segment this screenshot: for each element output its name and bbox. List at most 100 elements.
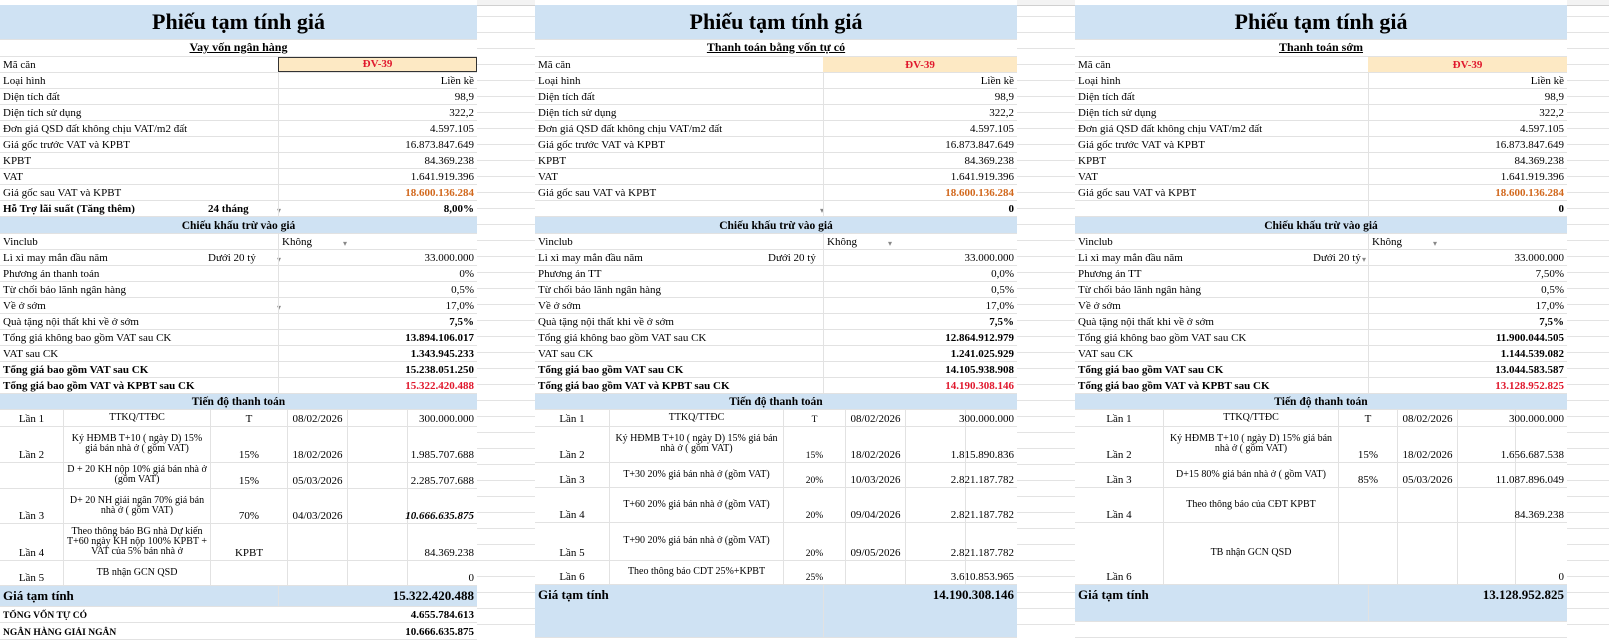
blank-cell	[347, 489, 407, 523]
payment-stage: Lần 1	[18, 413, 45, 425]
info-value: 1.641.919.396	[823, 169, 1017, 184]
dropdown-arrow-icon[interactable]: ▾	[1361, 255, 1366, 264]
payment-amount: 0	[1515, 523, 1567, 584]
info-label: Diện tích sử dụng	[1078, 107, 1157, 119]
info-row: VAT 1.641.919.396	[0, 169, 477, 185]
quote-panel: Phiếu tạm tính giá Thanh toán bằng vốn tự…	[535, 0, 1017, 640]
info-label: Giá gốc sau VAT và KPBT	[3, 187, 122, 199]
dropdown-arrow-icon[interactable]: ▾	[1432, 239, 1437, 248]
payment-date: 08/02/2026	[845, 410, 905, 426]
info-row: VAT 1.641.919.396	[535, 169, 1017, 185]
discount-label: VAT sau CK	[538, 348, 594, 360]
info-row: Giá gốc sau VAT và KPBT 18.600.136.284	[1075, 185, 1567, 201]
lucky-money-select[interactable]: Dưới 20 tỷ	[768, 252, 816, 264]
payment-description: Ký HĐMB T+10 ( ngày D) 15% giá bán nhà ở…	[609, 427, 783, 462]
discount-row: Lì xì may mắn đầu năm Dưới 20 tỷ 33.000.00…	[535, 250, 1017, 266]
info-label: Diện tích đất	[1078, 91, 1135, 103]
payment-row: Lần 6 TB nhận GCN QSD 0	[1075, 523, 1567, 585]
payment-row: Lần 4 T+60 20% giá bán nhà ở (gồm VAT) 20%…	[535, 488, 1017, 523]
dropdown-arrow-icon[interactable]: ▾	[887, 239, 892, 248]
payment-percent	[210, 561, 287, 585]
discount-row: Lì xì may mắn đầu năm Dưới 20 tỷ ▾ 33.000.0…	[0, 250, 477, 266]
unit-code-input[interactable]: ĐV-39	[823, 57, 1017, 72]
info-label: Diện tích đất	[538, 91, 595, 103]
info-value: 98,9	[1368, 89, 1567, 104]
lucky-money-select[interactable]: Dưới 20 tỷ	[208, 252, 256, 264]
discount-label: Quà tặng nội thất khi về ở sớm	[538, 316, 674, 328]
blank-cell	[905, 488, 965, 522]
payment-percent: 70%	[210, 489, 287, 523]
interest-support-select[interactable]: 24 tháng	[208, 203, 249, 215]
dropdown-arrow-icon[interactable]: ▾	[819, 206, 824, 215]
unit-code-input[interactable]: ĐV-39	[1368, 57, 1567, 72]
page-title: Phiếu tạm tính giá	[0, 5, 477, 39]
dropdown-arrow-icon[interactable]: ▾	[342, 239, 347, 248]
payment-amount: 1.656.687.538	[1501, 427, 1567, 462]
payment-stage: Lần 4	[18, 547, 45, 559]
payment-row: Lần 1 TTKQ/TTĐC T 08/02/2026 300.000.000	[0, 410, 477, 427]
payment-percent: 85%	[1338, 463, 1397, 487]
info-label: Giá gốc trước VAT và KPBT	[1078, 139, 1205, 151]
discount-row: Tổng giá không bao gồm VAT sau CK 11.900.…	[1075, 330, 1567, 346]
info-row: Loại hình Liền kề	[1075, 73, 1567, 89]
payment-date	[1397, 488, 1457, 522]
info-label: Loại hình	[3, 75, 46, 87]
info-row: Mã căn ĐV-39	[0, 57, 477, 73]
interest-support-label	[1075, 201, 1310, 216]
payment-stage: Lần 6	[559, 571, 585, 583]
discount-value: 33.000.000	[278, 250, 477, 265]
payment-description: Ký HĐMB T+10 ( ngày D) 15% giá bán nhà ở…	[1163, 427, 1338, 462]
payment-percent: 20%	[783, 463, 845, 487]
unit-code-input[interactable]: ĐV-39	[278, 57, 477, 72]
payment-amount: 1.815.890.836	[951, 427, 1017, 462]
estimate-total-label: Giá tạm tính	[535, 585, 823, 637]
discount-row: Tổng giá không bao gồm VAT sau CK 12.864.…	[535, 330, 1017, 346]
payment-description: D + 20 KH nộp 10% giá bán nhà ở (gồm VAT…	[63, 463, 210, 488]
payment-schedule-header: Tiến độ thanh toán	[1075, 394, 1567, 409]
interest-support-row: ▾ 0	[535, 201, 1017, 217]
info-label: Diện tích đất	[3, 91, 60, 103]
discount-label: Phương án TT	[538, 268, 602, 280]
discount-label: Từ chối bảo lãnh ngân hàng	[538, 284, 661, 296]
discount-value: 13.044.583.587	[1368, 362, 1567, 377]
discount-value: 33.000.000	[1368, 250, 1567, 265]
info-row: Mã căn ĐV-39	[1075, 57, 1567, 73]
page-title: Phiếu tạm tính giá	[535, 5, 1017, 39]
discount-value: 7,5%	[823, 314, 1017, 329]
discount-row: VAT sau CK 1.343.945.233	[0, 346, 477, 362]
payment-stage: Lần 5	[559, 547, 585, 559]
payment-amount: 1.985.707.688	[407, 427, 477, 462]
blank-cell	[1457, 427, 1515, 462]
payment-row: Lần 3 T+30 20% giá bán nhà ở (gồm VAT) 20%…	[535, 463, 1017, 488]
payment-description: Theo thông báo của CĐT KPBT	[1163, 488, 1338, 522]
discount-label: Phương án TT	[1078, 268, 1142, 280]
blank-cell	[347, 410, 407, 426]
payment-amount: 3.610.853.965	[951, 561, 1017, 584]
payment-amount: 0	[407, 561, 477, 585]
payment-stage	[0, 463, 63, 488]
payment-percent: KPBT	[210, 524, 287, 560]
estimate-total-label: Giá tạm tính	[1075, 585, 1368, 621]
discount-value: 13.894.106.017	[278, 330, 477, 345]
payment-description: Theo thông báo BG nhà Dự kiến T+60 ngày …	[63, 524, 210, 560]
lucky-money-select[interactable]: Dưới 20 tỷ	[1313, 252, 1361, 264]
discount-row: Tổng giá bao gồm VAT sau CK 15.238.051.25…	[0, 362, 477, 378]
title-row: Phiếu tạm tính giá	[0, 5, 477, 40]
discount-row: Quà tặng nội thất khi về ở sớm 7,5%	[535, 314, 1017, 330]
discount-row: Quà tặng nội thất khi về ở sớm 7,5%	[0, 314, 477, 330]
payment-percent: 20%	[783, 523, 845, 560]
payment-amount: 2.821.187.782	[951, 463, 1017, 487]
info-value: 18.600.136.284	[823, 185, 1017, 200]
discount-label: Tổng giá không bao gồm VAT sau CK	[1078, 332, 1247, 344]
discount-row: Tổng giá bao gồm VAT sau CK 13.044.583.58…	[1075, 362, 1567, 378]
payment-row: Lần 5 T+90 20% giá bán nhà ở (gồm VAT) 20%…	[535, 523, 1017, 561]
info-value: 322,2	[823, 105, 1017, 120]
discount-label: Vinclub	[538, 236, 573, 248]
info-label: Đơn giá QSD đất không chịu VAT/m2 đất	[3, 123, 188, 135]
payment-date: 05/03/2026	[1397, 463, 1457, 487]
discount-label: VAT sau CK	[1078, 348, 1134, 360]
discount-header-row: Chiếu khấu trừ vào giá	[0, 217, 477, 234]
info-row: Loại hình Liền kề	[0, 73, 477, 89]
info-label: KPBT	[538, 155, 567, 167]
info-label: Giá gốc trước VAT và KPBT	[538, 139, 665, 151]
